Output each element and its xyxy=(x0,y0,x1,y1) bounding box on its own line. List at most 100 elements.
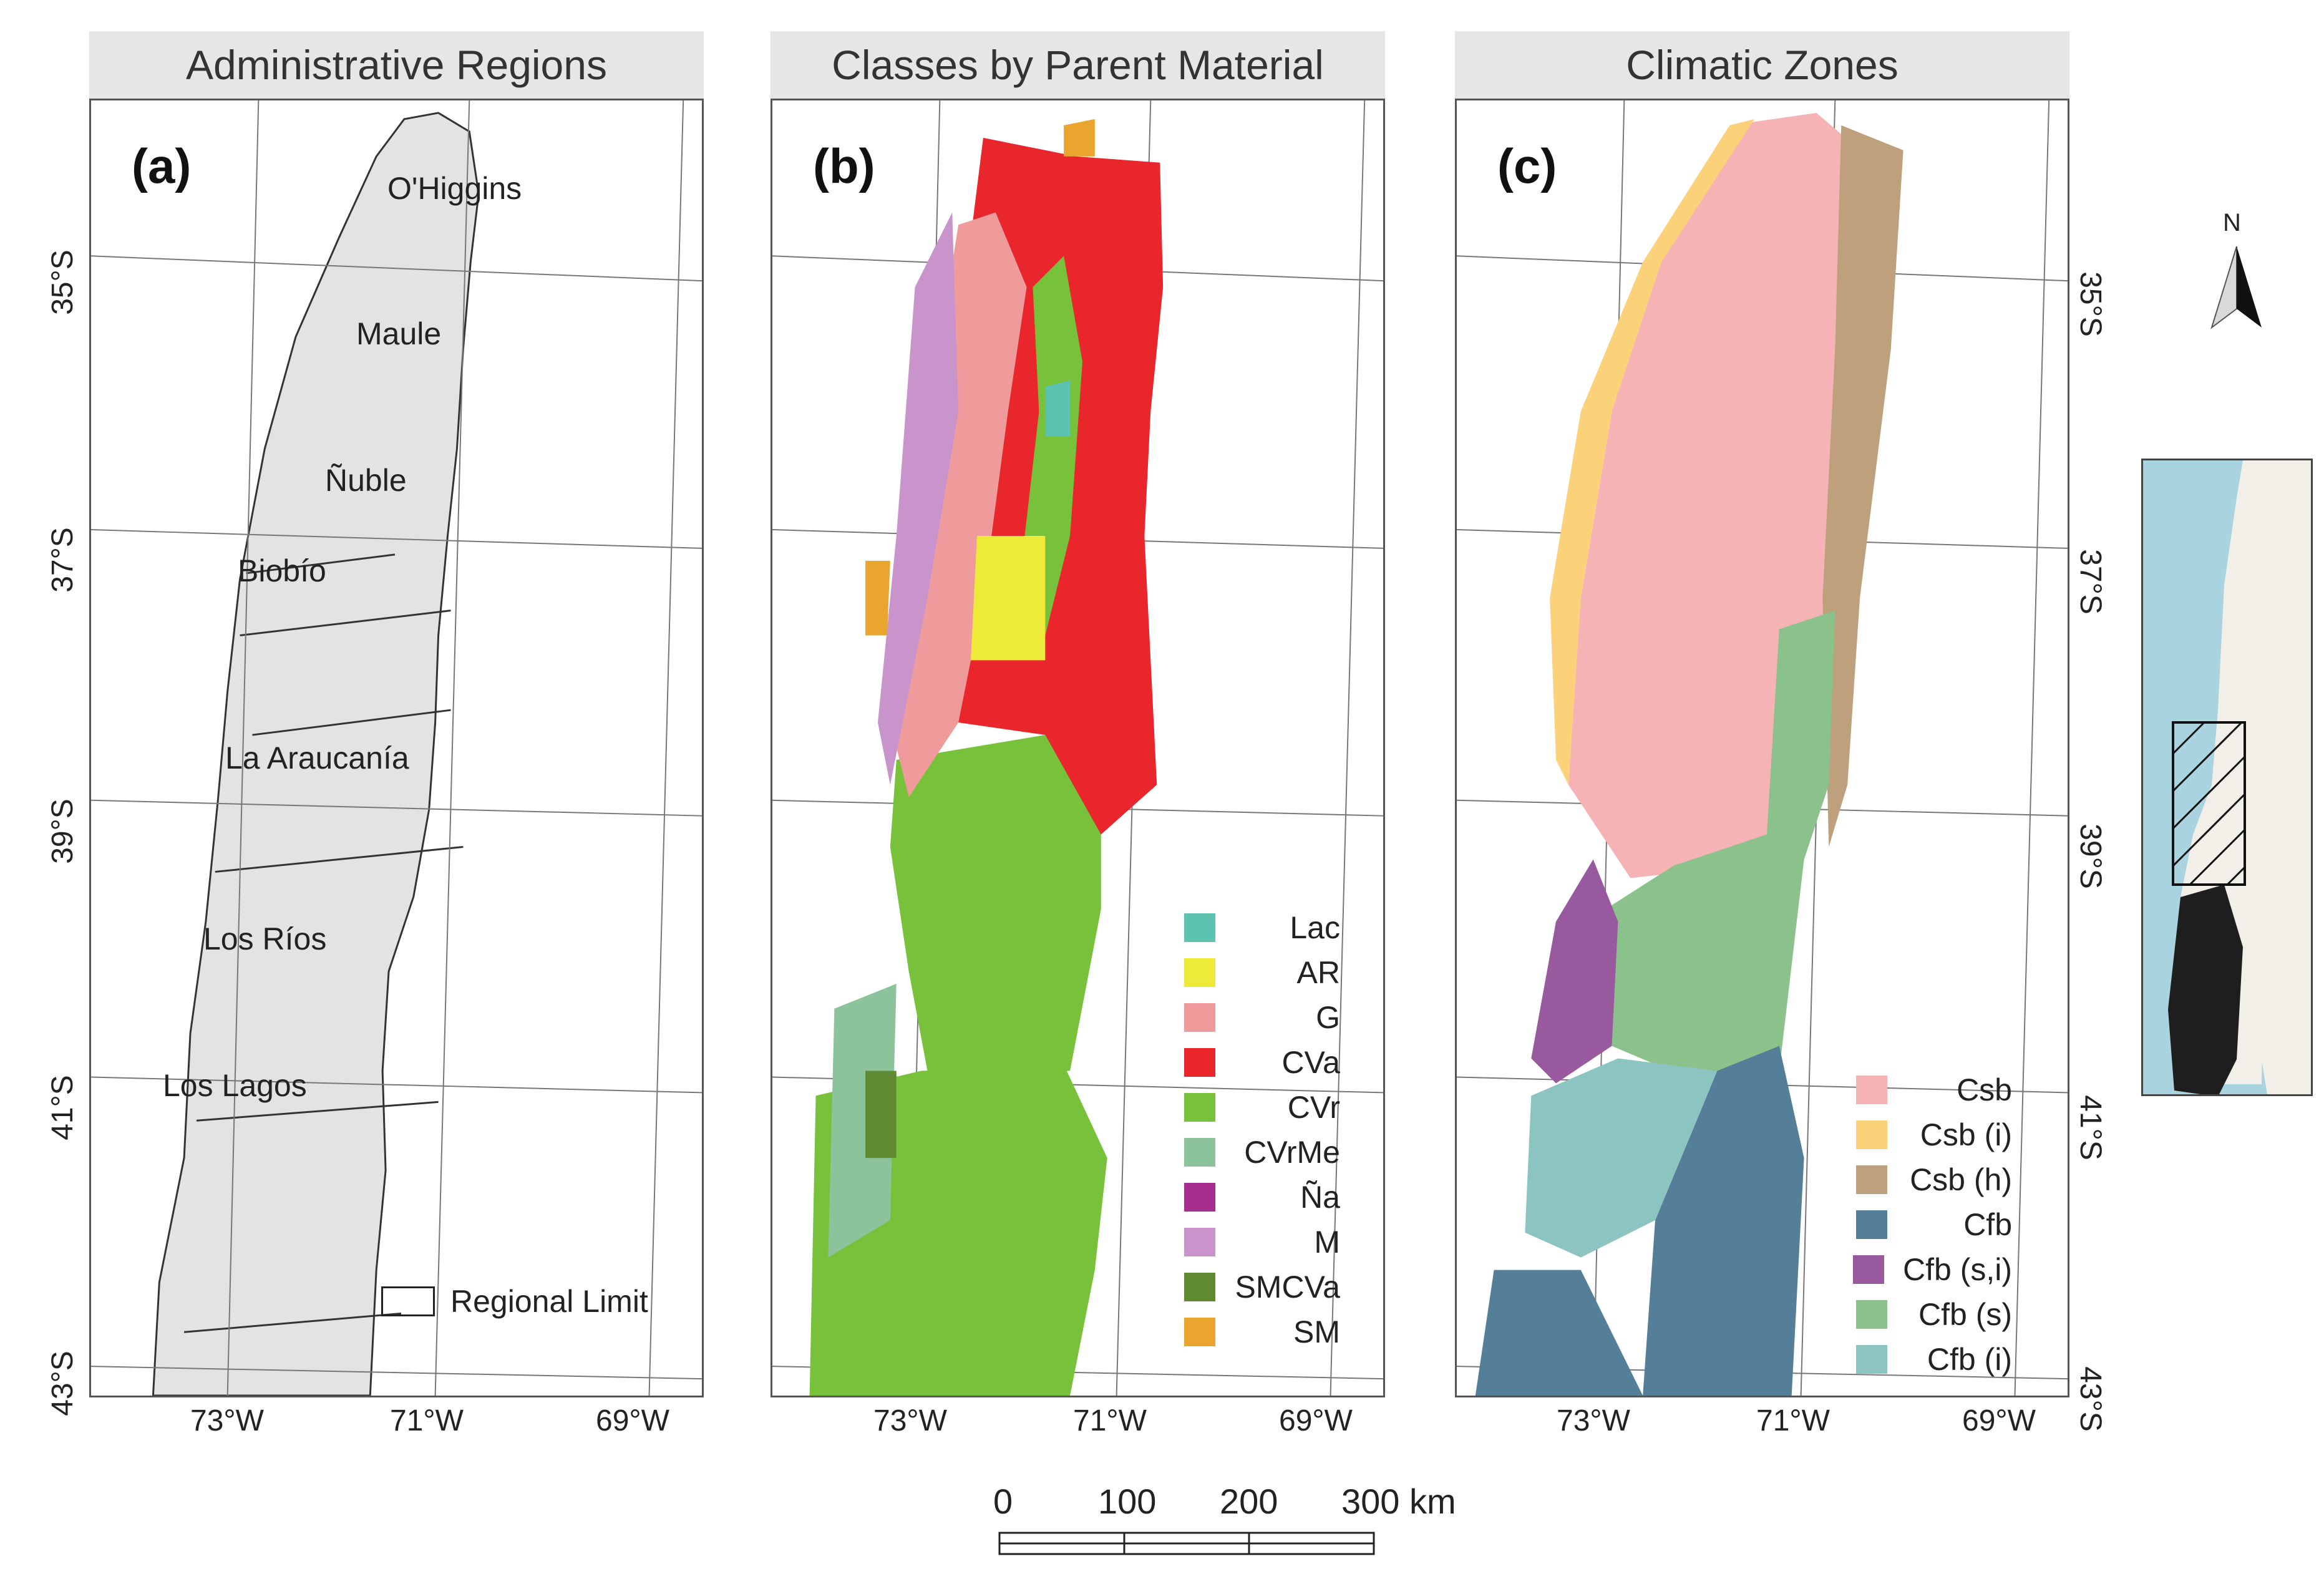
region-label-biobio: Biobío xyxy=(238,553,326,588)
legend-swatch xyxy=(1184,1048,1215,1077)
panel-parent-material: Classes by Parent Material (b) Lac AR G … xyxy=(771,31,1385,1397)
legend-label: Csb (h) xyxy=(1910,1162,2012,1197)
legend-label: Cfb (s,i) xyxy=(1903,1252,2012,1287)
lat-tick-label: 35°S xyxy=(46,250,79,315)
scale-label: 100 xyxy=(1098,1482,1157,1521)
legend-swatch xyxy=(1856,1345,1887,1374)
region-label-maule: Maule xyxy=(356,316,442,351)
legend-label: M xyxy=(1314,1225,1340,1260)
legend-item: Cfb xyxy=(1853,1202,2012,1247)
legend-label: G xyxy=(1316,1000,1340,1035)
legend-item: CVa xyxy=(1184,1040,1340,1085)
regional-limit-label: Regional Limit xyxy=(450,1284,648,1319)
lon-tick-label: 73°W xyxy=(190,1404,264,1437)
sm-area xyxy=(1064,119,1095,157)
smcva-area xyxy=(865,1071,897,1159)
m-strip xyxy=(877,212,959,785)
cfb-s-area xyxy=(1605,610,1835,1096)
panel-administrative-regions: Administrative Regions (a) O'Higgins Mau… xyxy=(89,31,704,1397)
legend-label: Csb xyxy=(1957,1072,2012,1107)
lat-tick-label: 39°S xyxy=(46,799,79,864)
panel-title: Administrative Regions xyxy=(89,31,704,99)
scale-bar-graphic xyxy=(998,1532,1375,1555)
lat-tick-label: 39°S xyxy=(2073,823,2107,889)
inset-map-graphic xyxy=(2168,460,2311,1094)
legend-item: CVrMe xyxy=(1184,1130,1340,1175)
legend-item: SMCVa xyxy=(1184,1265,1340,1309)
panel-letter: (a) xyxy=(132,138,192,193)
lon-tick-label: 69°W xyxy=(1279,1404,1353,1437)
legend-item: Ña xyxy=(1184,1175,1340,1220)
lon-tick-label: 71°W xyxy=(390,1404,464,1437)
map-frame: (c) Csb Csb (i) Csb (h) Cfb Cfb (s,i) Cf… xyxy=(1455,99,2069,1397)
legend-swatch xyxy=(1184,913,1215,942)
cfb-area xyxy=(1475,1270,1643,1396)
panel-title: Climatic Zones xyxy=(1455,31,2069,99)
lon-tick-label: 69°W xyxy=(596,1404,669,1437)
cvr-area xyxy=(890,735,1101,1071)
lat-tick-label: 41°S xyxy=(46,1075,79,1140)
region-label-araucania: La Araucanía xyxy=(225,741,409,775)
legend-label: Lac xyxy=(1290,910,1340,945)
legend-item: Csb (i) xyxy=(1853,1112,2012,1157)
legend-item: CVr xyxy=(1184,1085,1340,1130)
legend-swatch xyxy=(1856,1300,1887,1329)
sm-area xyxy=(865,560,890,636)
panel-title: Classes by Parent Material xyxy=(771,31,1385,99)
cfb-area xyxy=(1643,1046,1804,1396)
csb-h-area xyxy=(1822,125,1903,847)
legend-item: Csb xyxy=(1853,1067,2012,1112)
lat-tick-label: 41°S xyxy=(2073,1095,2107,1160)
cfb-i-area xyxy=(1525,1058,1718,1258)
lat-tick-label: 37°S xyxy=(2073,549,2107,615)
region-label-los-lagos: Los Lagos xyxy=(163,1068,307,1103)
csb-i-area xyxy=(1550,119,1755,785)
region-label-nuble: Ñuble xyxy=(325,463,407,498)
map-administrative xyxy=(91,100,702,1396)
regional-limit-legend: Regional Limit xyxy=(381,1283,648,1319)
map-frame: (a) O'Higgins Maule Ñuble Biobío La Arau… xyxy=(89,99,704,1397)
legend-swatch xyxy=(1184,1093,1215,1122)
legend-label: AR xyxy=(1296,955,1340,990)
legend-swatch xyxy=(1184,1318,1215,1346)
region-label-los-rios: Los Ríos xyxy=(203,921,327,956)
g-area xyxy=(890,212,1027,797)
scale-label: 300 km xyxy=(1341,1482,1456,1521)
panel-letter: (c) xyxy=(1497,138,1557,193)
region-label-ohiggins: O'Higgins xyxy=(387,171,522,206)
scale-label: 200 xyxy=(1220,1482,1278,1521)
north-letter: N xyxy=(2223,209,2241,236)
legend-swatch xyxy=(1184,958,1215,987)
legend-item: Cfb (s,i) xyxy=(1853,1247,2012,1292)
legend-swatch xyxy=(1184,1003,1215,1032)
map-climatic xyxy=(1457,100,2068,1396)
panel-letter: (b) xyxy=(813,138,875,193)
map-parent-material xyxy=(772,100,1383,1396)
legend-swatch xyxy=(1853,1255,1884,1284)
lac-area xyxy=(1045,380,1071,437)
lon-tick-label: 71°W xyxy=(1073,1404,1147,1437)
legend-swatch xyxy=(1856,1210,1887,1239)
legend-label: Ña xyxy=(1300,1180,1340,1215)
legend-swatch xyxy=(1184,1183,1215,1212)
legend-item: Csb (h) xyxy=(1853,1157,2012,1202)
legend-swatch xyxy=(1856,1120,1887,1149)
lat-tick-label: 35°S xyxy=(2073,271,2107,337)
cfb-s-i-area xyxy=(1531,859,1618,1084)
regional-limit-swatch xyxy=(381,1286,435,1316)
north-arrow-icon xyxy=(2210,246,2262,329)
legend-item: Cfb (i) xyxy=(1853,1337,2012,1382)
lat-tick-label: 37°S xyxy=(46,527,79,593)
legend-item: AR xyxy=(1184,950,1340,995)
legend-swatch xyxy=(1184,1228,1215,1256)
cvrme-area xyxy=(828,983,897,1258)
legend-label: CVr xyxy=(1287,1090,1340,1125)
lat-tick-label: 43°S xyxy=(46,1351,79,1416)
legend-item: Lac xyxy=(1184,905,1340,950)
legend-item: SM xyxy=(1184,1309,1340,1354)
legend-label: Cfb (i) xyxy=(1927,1342,2012,1377)
legend-item: G xyxy=(1184,995,1340,1040)
legend-swatch xyxy=(1184,1138,1215,1167)
legend-swatch xyxy=(1856,1165,1887,1194)
legend-label: SM xyxy=(1293,1314,1340,1349)
